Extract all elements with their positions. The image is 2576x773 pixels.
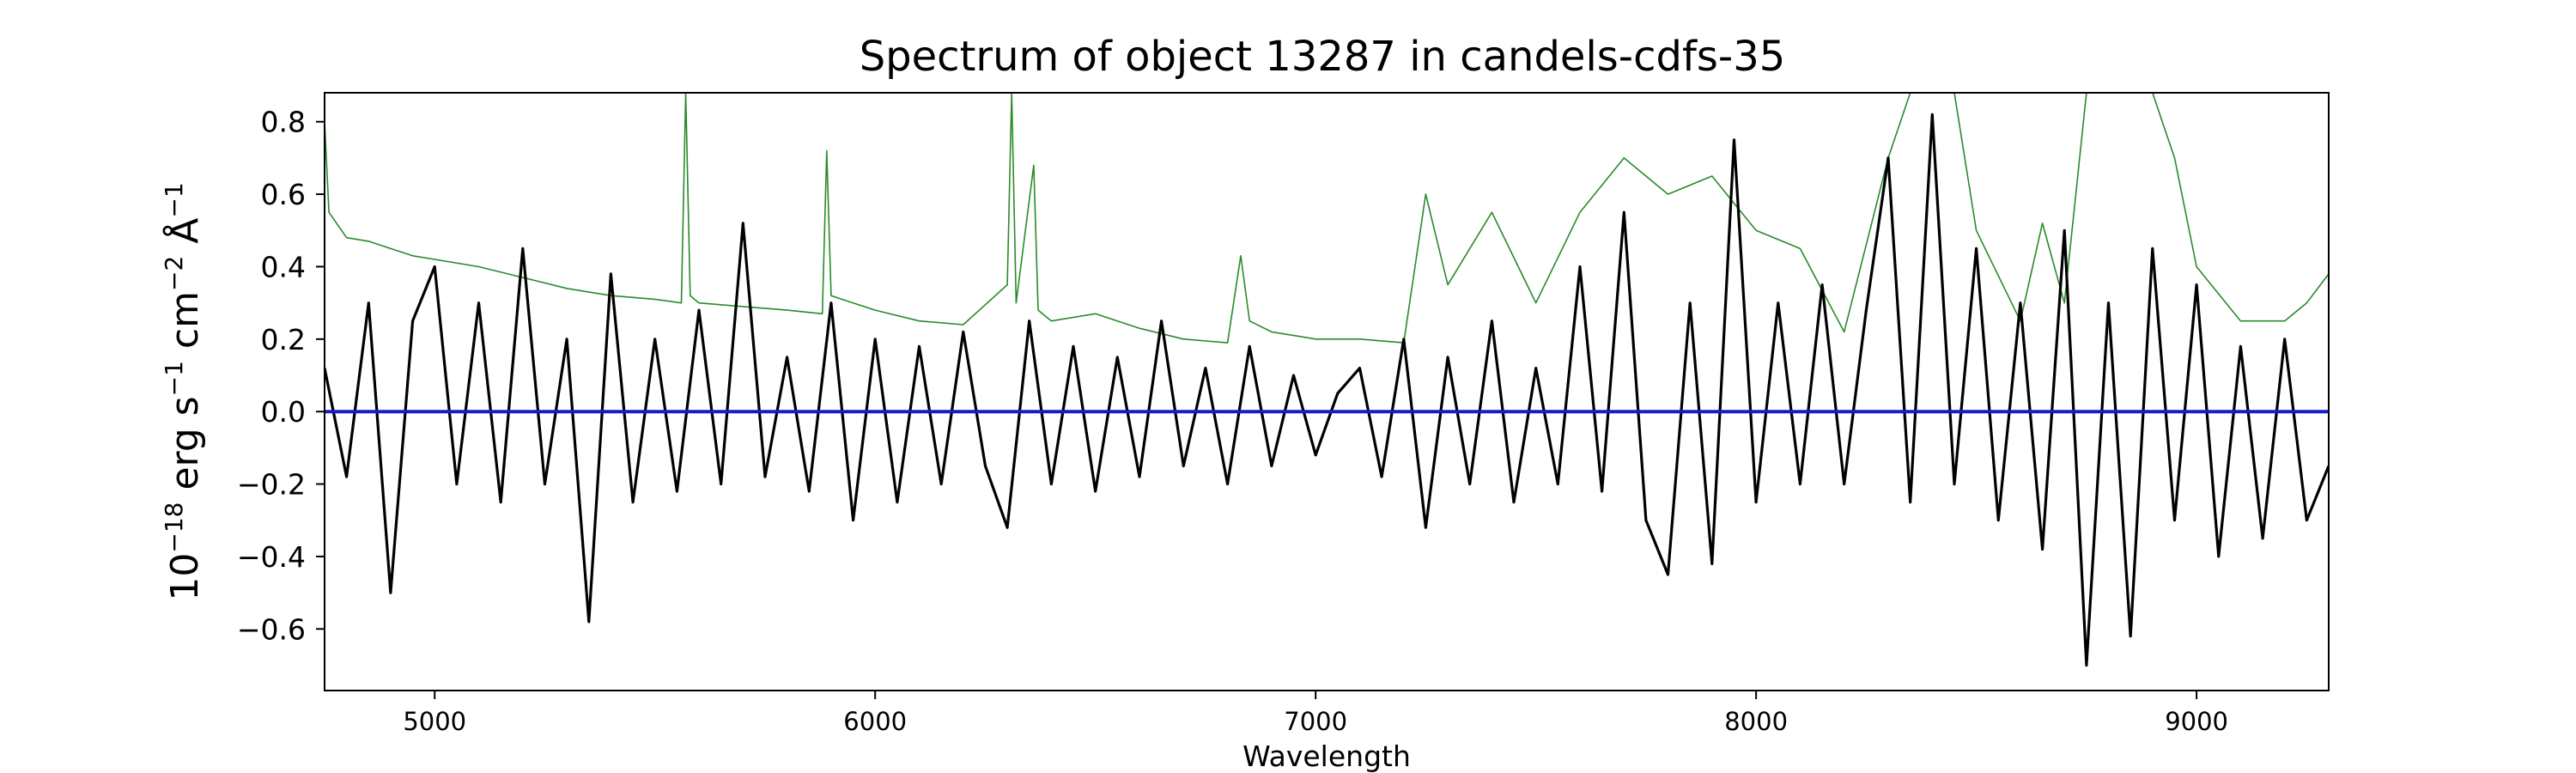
y-tick-label: 0.2 bbox=[261, 323, 306, 356]
x-tick-label: 7000 bbox=[1284, 707, 1347, 736]
series-layer bbox=[325, 93, 2329, 667]
y-tick-label: 0.0 bbox=[261, 395, 306, 429]
y-tick-label: 0.4 bbox=[261, 250, 306, 283]
y-axis-label: 10−18 erg s−1 cm−2 Å−1 bbox=[160, 182, 207, 600]
chart-title: Spectrum of object 13287 in candels-cdfs… bbox=[860, 33, 1786, 81]
flux-spectrum-line bbox=[325, 113, 2329, 667]
y-tick-label: −0.4 bbox=[237, 540, 306, 574]
x-tick-label: 5000 bbox=[403, 707, 466, 736]
x-tick-label: 6000 bbox=[843, 707, 907, 736]
error-spectrum-line bbox=[325, 93, 2329, 344]
y-ticks: −0.6 −0.4 −0.2 0.0 0.2 0.4 0.6 0.8 bbox=[237, 106, 325, 646]
y-tick-label: 0.8 bbox=[261, 106, 306, 139]
y-tick-label: −0.6 bbox=[237, 612, 306, 646]
x-ticks: 5000 6000 7000 8000 9000 bbox=[403, 691, 2228, 736]
x-tick-label: 9000 bbox=[2165, 707, 2228, 736]
y-tick-label: 0.6 bbox=[261, 178, 306, 211]
plot-frame bbox=[324, 92, 2330, 691]
x-axis-label: Wavelength bbox=[1242, 740, 1411, 773]
x-tick-label: 8000 bbox=[1724, 707, 1788, 736]
y-tick-label: −0.2 bbox=[237, 468, 306, 502]
